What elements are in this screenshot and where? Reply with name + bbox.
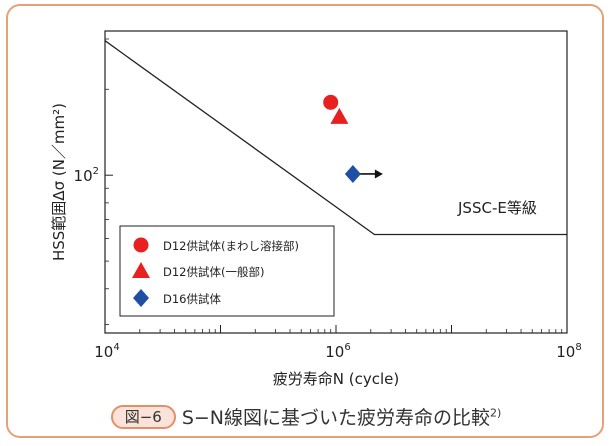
x-tick-label: 104 (94, 342, 119, 361)
legend-label: D12供試体(一般部) (163, 265, 264, 279)
major-ticks (104, 174, 568, 333)
design-curve-line (104, 40, 567, 236)
runout-arrow-head (374, 169, 383, 179)
data-markers (323, 94, 361, 183)
caption-title: S−N線図に基づいた疲労寿命の比較 (181, 407, 491, 429)
figure-number-badge: 図−6 (110, 404, 176, 429)
y-tick-label: 102 (74, 166, 99, 185)
diamond-marker (344, 164, 361, 183)
minor-ticks (105, 38, 563, 333)
x-tick-labels: 104 106 108 (94, 342, 581, 361)
circle-marker (323, 94, 339, 110)
legend-circle-icon (133, 237, 149, 253)
y-tick-labels: 102 (74, 166, 99, 185)
caption-reference: 2) (490, 406, 502, 420)
figure-caption: 図−6 S−N線図に基づいた疲労寿命の比較2) (0, 403, 612, 430)
legend-triangle-icon (132, 262, 150, 278)
x-tick-label: 106 (325, 342, 350, 361)
legend-diamond-icon (133, 289, 149, 307)
legend-box (119, 225, 335, 317)
design-curve-label: JSSC-E等級 (457, 199, 537, 217)
x-tick-label: 108 (556, 342, 581, 361)
y-axis-label: HSS範囲Δσ (N／mm²) (50, 103, 68, 261)
legend-label: D16供試体 (163, 292, 221, 306)
legend-label: D12供試体(まわし溶接部) (163, 239, 299, 253)
figure-caption-text: S−N線図に基づいた疲労寿命の比較2) (182, 403, 502, 430)
legend: D12供試体(まわし溶接部) D12供試体(一般部) D16供試体 (119, 225, 335, 317)
x-axis-label: 疲労寿命N (cycle) (273, 370, 399, 388)
triangle-marker (330, 107, 349, 124)
